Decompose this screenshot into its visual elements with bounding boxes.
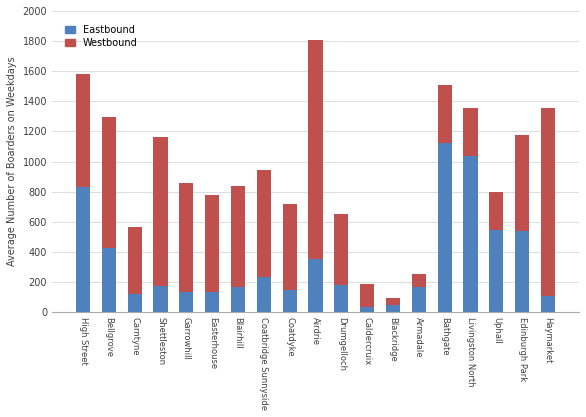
Bar xyxy=(282,204,297,290)
Bar xyxy=(76,187,90,312)
Bar xyxy=(515,231,529,312)
Bar xyxy=(231,287,245,312)
Y-axis label: Average Number of Boarders on Weekdays: Average Number of Boarders on Weekdays xyxy=(7,57,17,266)
Bar xyxy=(489,230,503,312)
Bar xyxy=(541,296,555,312)
Bar xyxy=(128,227,142,294)
Bar xyxy=(438,85,452,143)
Bar xyxy=(308,40,323,259)
Bar xyxy=(541,108,555,296)
Bar xyxy=(257,170,271,277)
Bar xyxy=(515,135,529,231)
Legend: Eastbound, Westbound: Eastbound, Westbound xyxy=(62,22,140,50)
Bar xyxy=(464,156,478,312)
Bar xyxy=(360,307,374,312)
Bar xyxy=(102,248,116,312)
Bar xyxy=(205,196,219,292)
Bar xyxy=(334,285,349,312)
Bar xyxy=(308,259,323,312)
Bar xyxy=(360,284,374,307)
Bar xyxy=(76,74,90,187)
Bar xyxy=(386,305,400,312)
Bar xyxy=(334,214,349,285)
Bar xyxy=(154,286,168,312)
Bar xyxy=(282,290,297,312)
Bar xyxy=(128,294,142,312)
Bar xyxy=(464,108,478,156)
Bar xyxy=(179,292,193,312)
Bar xyxy=(154,138,168,286)
Bar xyxy=(412,274,426,286)
Bar xyxy=(386,298,400,305)
Bar xyxy=(102,117,116,248)
Bar xyxy=(205,292,219,312)
Bar xyxy=(231,186,245,287)
Bar xyxy=(438,143,452,312)
Bar xyxy=(489,193,503,230)
Bar xyxy=(257,277,271,312)
Bar xyxy=(412,286,426,312)
Bar xyxy=(179,183,193,292)
